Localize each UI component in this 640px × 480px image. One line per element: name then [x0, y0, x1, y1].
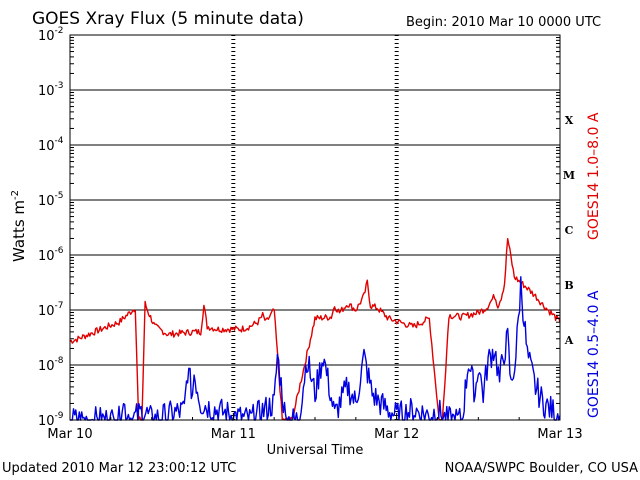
y-tick-label-0: 10-9 [38, 411, 64, 429]
y-axis-label-text: Watts m [10, 200, 28, 262]
y-tick-label-5: 10-4 [38, 136, 64, 154]
y-tick-label-2: 10-7 [38, 301, 64, 319]
x-axis-ticks: Mar 10 Mar 11 Mar 12 Mar 13 [47, 413, 583, 442]
flare-class-m: M [563, 169, 575, 182]
updated-timestamp: Updated 2010 Mar 12 23:00:12 UTC [2, 461, 236, 476]
x-tick-label-2: Mar 12 [374, 427, 419, 442]
day-dividers [231, 35, 399, 420]
series-layer [69, 237, 561, 421]
credit: NOAA/SWPC Boulder, CO USA [445, 461, 638, 476]
y-tick-label-1: 10-8 [38, 356, 64, 374]
flare-class-x: X [565, 114, 574, 127]
x-tick-label-3: Mar 13 [537, 427, 582, 442]
begin-date: Begin: 2010 Mar 10 0000 UTC [406, 15, 601, 30]
y-tick-label-7: 10-2 [38, 26, 64, 44]
y-tick-label-6: 10-3 [38, 81, 64, 99]
series-line-1 [70, 276, 561, 421]
series-line-0 [69, 237, 561, 421]
legend-series-short: GOES14 0.5–4.0 A [586, 290, 602, 418]
y-axis-label-exponent: -2 [10, 190, 21, 200]
flare-class-labels: A B C M X [563, 114, 575, 347]
legend-series-long: GOES14 1.0–8.0 A [586, 112, 602, 240]
chart-title: GOES Xray Flux (5 minute data) [32, 9, 304, 29]
y-axis-ticks: 10-9 10-8 10-7 10-6 10-5 10-4 10-3 10-2 [38, 26, 560, 429]
flare-class-a: A [564, 334, 574, 347]
y-tick-label-3: 10-6 [38, 246, 64, 264]
y-tick-label-4: 10-5 [38, 191, 64, 209]
flare-class-b: B [564, 279, 573, 292]
x-tick-label-0: Mar 10 [47, 427, 92, 442]
x-tick-label-1: Mar 11 [211, 427, 256, 442]
flare-class-c: C [565, 224, 574, 237]
x-axis-label: Universal Time [267, 443, 364, 458]
y-axis-label: Watts m-2 [10, 190, 28, 262]
